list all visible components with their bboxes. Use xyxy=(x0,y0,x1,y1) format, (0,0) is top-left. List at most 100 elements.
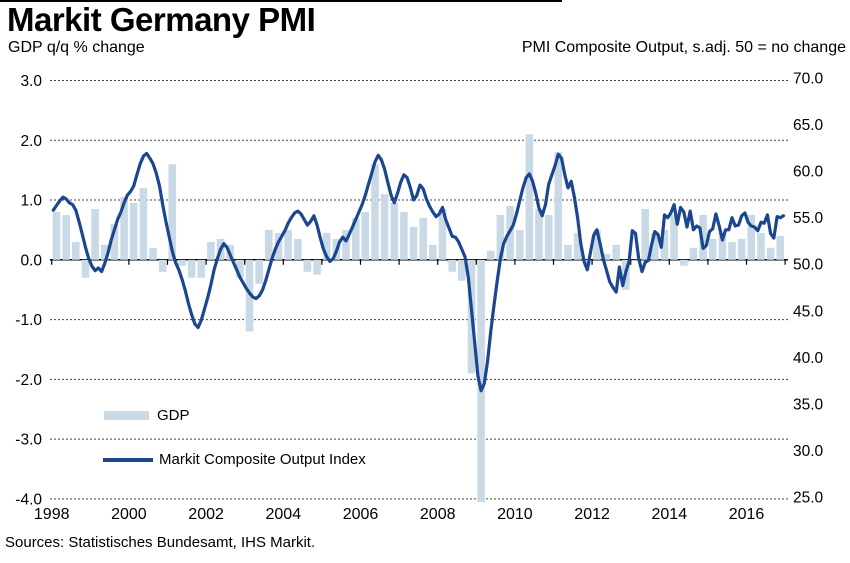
gdp-bar xyxy=(718,232,727,260)
gdp-bar xyxy=(255,259,263,284)
gdp-bar xyxy=(641,209,649,260)
gdp-bar xyxy=(554,152,563,260)
legend-item-gdp: GDP xyxy=(104,407,190,424)
left-axis-tick-labels: 3.0 2.0 1.0 0.0 -1.0 -2.0 -3.0 -4.0 xyxy=(15,73,42,508)
gdp-bar xyxy=(91,209,99,260)
gdp-bar xyxy=(699,215,707,260)
left-tick-label: 0.0 xyxy=(20,252,42,269)
chart-title: Markit Germany PMI xyxy=(7,1,316,38)
left-tick-label: -2.0 xyxy=(15,372,42,389)
gdp-bar xyxy=(72,241,80,260)
gdp-bar xyxy=(737,238,746,260)
gdp-bar xyxy=(757,232,765,260)
left-tick-label: -4.0 xyxy=(15,491,42,508)
gdp-bar xyxy=(129,203,138,260)
gdp-bar xyxy=(776,235,785,260)
year-tick-label: 2016 xyxy=(729,506,765,523)
gdp-bar xyxy=(197,259,206,278)
gdp-bar xyxy=(525,134,534,260)
year-tick-label: 2002 xyxy=(188,506,224,523)
right-tick-label: 70.0 xyxy=(793,71,824,88)
gdp-bar xyxy=(651,232,659,260)
right-tick-label: 40.0 xyxy=(793,350,824,367)
right-tick-label: 45.0 xyxy=(793,303,824,320)
pmi-line-swatch xyxy=(103,457,153,462)
gdp-bar xyxy=(294,238,302,260)
gdp-bar xyxy=(612,244,620,260)
gdp-bar xyxy=(660,229,669,260)
gdp-bar xyxy=(515,229,524,260)
left-axis-title: GDP q/q % change xyxy=(8,39,145,56)
gdp-bar xyxy=(101,244,109,260)
gdp-bar xyxy=(409,226,418,260)
gridlines xyxy=(50,79,788,500)
legend-item-pmi: Markit Composite Output Index xyxy=(103,451,366,468)
gdp-bar xyxy=(245,259,254,332)
year-tick-label: 2000 xyxy=(111,506,147,523)
year-tick-label: 2006 xyxy=(343,506,379,523)
gdp-bar xyxy=(535,209,543,260)
gdp-bar xyxy=(747,215,756,260)
gdp-bar xyxy=(351,218,360,260)
gdp-bar xyxy=(448,259,456,272)
gdp-bar xyxy=(680,259,688,266)
gdp-bar xyxy=(419,218,427,260)
gdp-bar xyxy=(265,229,273,260)
left-tick-label: -3.0 xyxy=(15,432,42,449)
right-tick-label: 30.0 xyxy=(793,443,824,460)
gdp-bar xyxy=(496,215,505,260)
right-tick-label: 50.0 xyxy=(793,257,824,274)
pmi-composite-line xyxy=(51,151,786,393)
gdp-bar xyxy=(236,259,244,278)
left-tick-label: 2.0 xyxy=(20,133,42,150)
gdp-bar xyxy=(178,259,186,266)
year-tick-label: 1998 xyxy=(34,506,70,523)
gdp-bar xyxy=(708,238,717,260)
year-tick-label: 2008 xyxy=(420,506,456,523)
gdp-bar xyxy=(313,259,321,275)
gdp-bar xyxy=(158,259,167,272)
left-tick-label: 1.0 xyxy=(20,193,42,210)
gdp-bar xyxy=(631,259,640,261)
right-axis-tick-labels: 70.0 65.0 60.0 55.0 50.0 45.0 40.0 35.0 30.0 25.0 xyxy=(793,71,824,507)
right-tick-label: 65.0 xyxy=(793,117,824,134)
source-note: Sources: Statistisches Bundesamt, IHS Ma… xyxy=(5,534,316,551)
gdp-bar xyxy=(187,259,196,278)
gdp-bar xyxy=(380,194,389,260)
gdp-bar xyxy=(438,209,447,260)
gdp-bar xyxy=(62,215,70,260)
left-tick-label: -1.0 xyxy=(15,312,42,329)
gdp-bar xyxy=(689,247,698,260)
year-tick-label: 2012 xyxy=(574,506,610,523)
gdp-bar xyxy=(544,215,553,260)
gdp-bar xyxy=(766,247,775,260)
top-rule xyxy=(0,0,562,2)
gdp-bar xyxy=(149,247,157,260)
gdp-bar xyxy=(168,164,177,260)
gdp-bar xyxy=(120,197,128,260)
gdp-bar xyxy=(400,212,408,260)
gdp-bar xyxy=(284,229,292,260)
gdp-bar xyxy=(52,212,61,260)
gdp-bar xyxy=(322,232,331,260)
right-tick-label: 35.0 xyxy=(793,396,824,413)
gdp-bar xyxy=(670,215,678,260)
year-tick-label: 2010 xyxy=(497,506,533,523)
right-axis-title: PMI Composite Output, s.adj. 50 = no cha… xyxy=(521,39,846,56)
gdp-bar xyxy=(390,203,399,260)
gdp-bar xyxy=(361,212,370,260)
right-tick-label: 55.0 xyxy=(793,210,824,227)
year-tick-label: 2004 xyxy=(266,506,302,523)
gdp-bar xyxy=(564,244,572,260)
pmi-legend-label: Markit Composite Output Index xyxy=(159,451,366,468)
gdp-bar xyxy=(458,259,466,281)
gdp-bar xyxy=(342,229,350,260)
year-tick-label: 2014 xyxy=(652,506,688,523)
gdp-bar xyxy=(110,223,119,260)
gdp-bar xyxy=(487,250,495,260)
gdp-bar xyxy=(81,259,90,278)
gdp-bar xyxy=(274,232,283,260)
gdp-bars xyxy=(52,134,785,502)
